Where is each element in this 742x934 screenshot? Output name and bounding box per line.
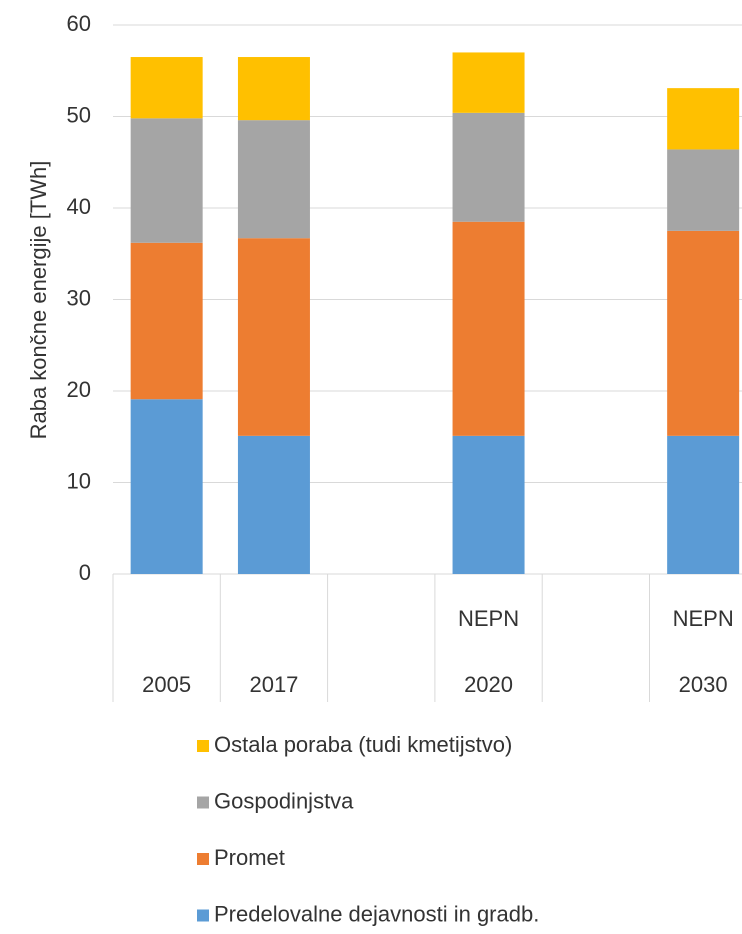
bar-segment <box>130 57 203 119</box>
bar-segment <box>667 230 740 436</box>
y-tick-label: 50 <box>67 102 91 127</box>
bar-segment <box>667 149 740 231</box>
x-group-label: NEPN <box>673 606 734 631</box>
bar-segment <box>452 112 525 222</box>
legend-swatch <box>197 853 209 865</box>
y-axis-label: Raba končne energije [TWh] <box>26 161 51 440</box>
x-tick-label: 2020 <box>464 672 513 697</box>
bar-segment <box>667 88 740 150</box>
bar-segment <box>237 435 310 574</box>
x-tick-label: 2005 <box>142 672 191 697</box>
legend-swatch <box>197 740 209 752</box>
legend-label: Ostala poraba (tudi kmetijstvo) <box>214 732 512 757</box>
y-tick-label: 30 <box>67 285 91 310</box>
bar-segment <box>237 238 310 436</box>
legend-swatch <box>197 796 209 809</box>
bar-segment <box>130 118 203 243</box>
bar-segment <box>452 435 525 574</box>
bar-segment <box>452 52 525 113</box>
y-tick-label: 40 <box>67 194 91 219</box>
x-tick-label: 2017 <box>249 672 298 697</box>
bar-segment <box>667 435 740 574</box>
bar-segment <box>237 57 310 121</box>
y-tick-label: 20 <box>67 377 91 402</box>
legend-label: Promet <box>214 845 285 870</box>
bar-segment <box>452 221 525 436</box>
bar-segment <box>130 399 203 574</box>
bar-segment <box>130 242 203 400</box>
bar-segment <box>237 120 310 239</box>
y-tick-label: 60 <box>67 11 91 36</box>
legend-label: Predelovalne dejavnosti in gradb. <box>214 901 539 926</box>
x-group-label: NEPN <box>458 606 519 631</box>
legend-swatch <box>197 909 209 922</box>
legend-label: Gospodinjstva <box>214 788 354 813</box>
x-tick-label: 2030 <box>679 672 728 697</box>
y-tick-label: 10 <box>67 468 91 493</box>
y-tick-label: 0 <box>79 560 91 585</box>
